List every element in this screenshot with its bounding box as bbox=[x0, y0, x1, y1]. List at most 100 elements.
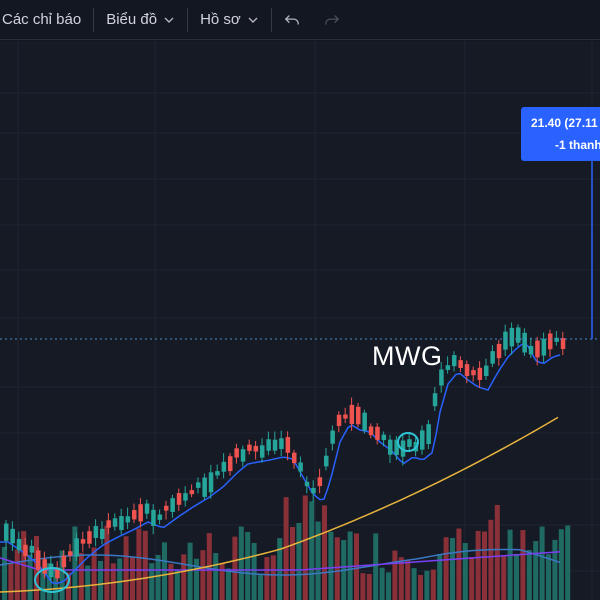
volume-bar bbox=[565, 525, 571, 600]
candle-body bbox=[61, 555, 67, 568]
volume-bar bbox=[181, 554, 187, 600]
candle-body bbox=[388, 439, 393, 455]
candle-body bbox=[349, 404, 355, 425]
volume-bar bbox=[194, 558, 199, 600]
indicators-label: Các chỉ báo bbox=[2, 11, 82, 28]
candle-body bbox=[36, 550, 41, 570]
candle-body bbox=[317, 477, 323, 487]
candle-body bbox=[490, 351, 495, 364]
candle-body bbox=[240, 449, 246, 462]
volume-bar bbox=[270, 555, 276, 600]
candle-body bbox=[16, 538, 22, 551]
volume-bar bbox=[430, 569, 436, 600]
volume-bar bbox=[520, 530, 526, 600]
candle-body bbox=[260, 445, 265, 458]
volume-bar bbox=[232, 536, 238, 600]
volume-bar bbox=[78, 552, 84, 600]
volume-bar bbox=[66, 572, 71, 600]
candle-body bbox=[496, 343, 502, 359]
candle-body bbox=[170, 498, 175, 512]
candle-body bbox=[477, 367, 483, 380]
volume-bar bbox=[251, 542, 257, 600]
candle-body bbox=[196, 482, 201, 488]
candle-body bbox=[247, 444, 252, 451]
profile-menu-button[interactable]: Hồ sơ bbox=[188, 0, 271, 40]
price-chart-canvas[interactable] bbox=[0, 41, 600, 600]
volume-bar bbox=[219, 563, 225, 600]
volume-bar bbox=[162, 542, 167, 600]
volume-bar bbox=[514, 553, 519, 600]
candle-body bbox=[375, 426, 380, 440]
volume-bar bbox=[8, 562, 14, 600]
candle-body bbox=[80, 539, 86, 544]
volume-bar bbox=[360, 573, 366, 600]
volume-bar bbox=[130, 557, 135, 600]
volume-bar bbox=[296, 522, 302, 600]
volume-bar bbox=[258, 573, 263, 600]
candle-body bbox=[548, 333, 553, 350]
undo-button[interactable] bbox=[272, 0, 312, 40]
candle-body bbox=[522, 332, 527, 353]
candle-body bbox=[445, 365, 451, 370]
candle-body bbox=[228, 456, 233, 472]
volume-bar bbox=[398, 557, 404, 600]
volume-bar bbox=[552, 539, 558, 600]
volume-bar bbox=[98, 560, 103, 600]
candle-body bbox=[560, 338, 566, 349]
indicators-button[interactable]: Các chỉ báo bbox=[0, 0, 93, 40]
volume-bar bbox=[392, 550, 398, 600]
volume-bar bbox=[110, 563, 116, 600]
candle-body bbox=[48, 563, 54, 578]
candle-body bbox=[554, 337, 559, 342]
candle-body bbox=[157, 514, 163, 520]
volume-bar bbox=[226, 568, 231, 600]
volume-bar bbox=[72, 526, 78, 600]
candle-body bbox=[138, 504, 143, 522]
candle-body bbox=[55, 567, 60, 579]
chart-pane[interactable]: 21.40 (27.11 -1 thanh MWG bbox=[0, 41, 600, 600]
volume-bar bbox=[2, 546, 7, 600]
volume-bar bbox=[187, 542, 193, 600]
volume-bar bbox=[546, 554, 551, 600]
candle-body bbox=[279, 438, 284, 449]
volume-bar bbox=[309, 501, 315, 600]
candle-body bbox=[74, 538, 79, 557]
symbol-label: MWG bbox=[372, 341, 443, 371]
top-toolbar: Các chỉ báo Biểu đồ Hồ sơ bbox=[0, 0, 600, 40]
candle-body bbox=[176, 493, 182, 505]
toolbar-divider bbox=[270, 7, 272, 32]
candle-body bbox=[311, 488, 316, 494]
chart-menu-button[interactable]: Biểu đồ bbox=[94, 0, 187, 40]
chevron-down-icon bbox=[248, 17, 258, 23]
candle-body bbox=[541, 338, 547, 356]
toolbar-divider bbox=[187, 7, 189, 32]
volume-bar bbox=[328, 531, 334, 600]
candle-body bbox=[362, 412, 367, 431]
highlight-circle bbox=[397, 432, 419, 452]
redo-button[interactable] bbox=[312, 0, 352, 40]
candle-body bbox=[202, 477, 207, 497]
candle-body bbox=[253, 445, 259, 452]
candle-body bbox=[356, 406, 361, 425]
volume-bar bbox=[46, 563, 52, 600]
candle-body bbox=[324, 455, 329, 467]
highlight-circle bbox=[34, 567, 70, 593]
candle-body bbox=[330, 430, 335, 444]
candle-body bbox=[151, 509, 156, 526]
volume-bar bbox=[450, 538, 455, 600]
candle-body bbox=[458, 360, 463, 368]
volume-bar bbox=[469, 557, 475, 600]
volume-bar bbox=[501, 556, 507, 600]
candle-body bbox=[420, 430, 425, 450]
candle-body bbox=[298, 462, 303, 472]
volume-bar bbox=[290, 527, 295, 600]
candle-body bbox=[471, 370, 476, 376]
chart-menu-label: Biểu đồ bbox=[106, 11, 158, 28]
volume-bar bbox=[443, 537, 449, 600]
moving-average-slow-line bbox=[0, 416, 559, 593]
candle-body bbox=[535, 340, 540, 358]
volume-bar bbox=[283, 497, 289, 600]
badge-line-1: 21.40 (27.11 bbox=[531, 116, 598, 130]
candle-body bbox=[432, 393, 438, 407]
toolbar-divider bbox=[93, 7, 95, 32]
